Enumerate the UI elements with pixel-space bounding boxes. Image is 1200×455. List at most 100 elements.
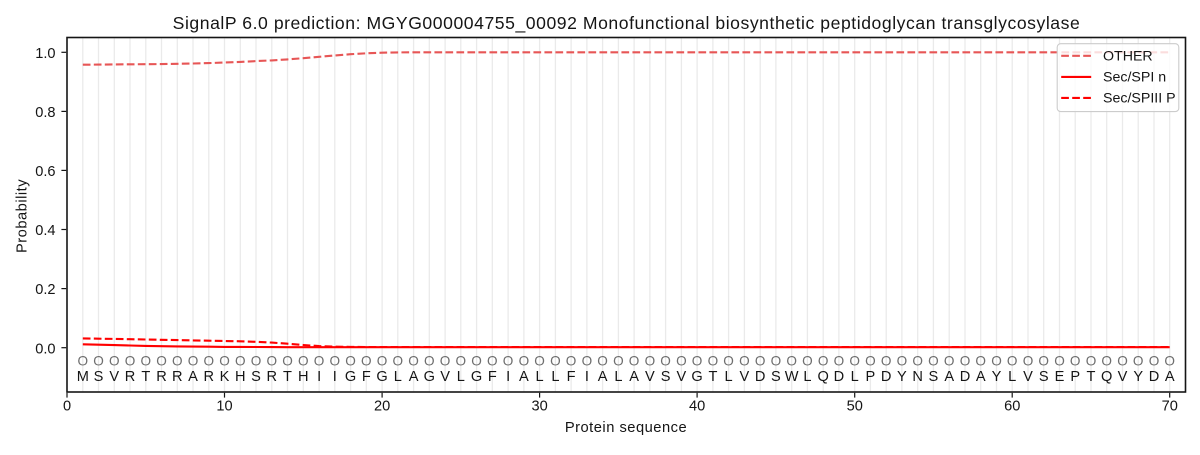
svg-text:F: F [488,369,497,385]
svg-text:O: O [597,354,608,369]
svg-text:O: O [676,354,687,369]
svg-text:A: A [519,369,529,385]
svg-text:0.2: 0.2 [35,282,55,298]
svg-text:0.6: 0.6 [35,164,55,180]
svg-text:D: D [960,369,971,385]
svg-text:O: O [93,354,104,369]
svg-text:G: G [471,369,482,385]
svg-text:O: O [361,354,372,369]
svg-text:O: O [786,354,797,369]
svg-text:O: O [1133,354,1144,369]
svg-text:O: O [204,354,215,369]
svg-text:0.0: 0.0 [35,341,55,357]
svg-text:O: O [251,354,262,369]
svg-text:Q: Q [818,369,829,385]
svg-text:Y: Y [1133,369,1143,385]
svg-text:O: O [125,354,136,369]
svg-text:O: O [314,354,325,369]
svg-text:O: O [298,354,309,369]
svg-text:R: R [267,369,278,385]
svg-text:N: N [912,369,923,385]
svg-text:OTHER: OTHER [1103,49,1153,65]
svg-text:O: O [188,354,199,369]
svg-text:S: S [94,369,104,385]
svg-text:A: A [598,369,608,385]
svg-text:O: O [944,354,955,369]
svg-text:D: D [881,369,892,385]
svg-text:I: I [333,369,337,385]
svg-text:L: L [457,369,465,385]
svg-text:A: A [976,369,986,385]
svg-text:O: O [408,354,419,369]
svg-text:S: S [1039,369,1049,385]
svg-text:O: O [487,354,498,369]
svg-text:D: D [1149,369,1160,385]
svg-text:O: O [141,354,152,369]
svg-text:Sec/SPI n: Sec/SPI n [1103,70,1166,86]
svg-text:O: O [613,354,624,369]
svg-text:O: O [1117,354,1128,369]
svg-text:L: L [394,369,402,385]
svg-text:0.8: 0.8 [35,105,55,121]
svg-text:T: T [708,369,717,385]
svg-text:O: O [771,354,782,369]
svg-text:L: L [1008,369,1016,385]
svg-text:Sec/SPIII P: Sec/SPIII P [1103,91,1176,107]
svg-text:O: O [235,354,246,369]
svg-text:V: V [1118,369,1128,385]
svg-text:50: 50 [847,398,863,414]
svg-text:O: O [582,354,593,369]
svg-text:O: O [1038,354,1049,369]
svg-text:V: V [740,369,750,385]
svg-text:I: I [506,369,510,385]
svg-text:O: O [566,354,577,369]
svg-text:O: O [660,354,671,369]
svg-text:O: O [172,354,183,369]
svg-text:D: D [755,369,766,385]
svg-text:O: O [928,354,939,369]
svg-text:D: D [834,369,845,385]
svg-text:O: O [550,354,561,369]
svg-text:L: L [614,369,622,385]
svg-text:O: O [456,354,467,369]
svg-text:O: O [1023,354,1034,369]
svg-text:V: V [440,369,450,385]
svg-text:L: L [551,369,559,385]
svg-text:A: A [188,369,198,385]
svg-text:40: 40 [689,398,705,414]
svg-text:0.4: 0.4 [35,223,55,239]
svg-text:O: O [912,354,923,369]
svg-text:O: O [865,354,876,369]
svg-text:O: O [975,354,986,369]
svg-text:P: P [866,369,876,385]
svg-text:20: 20 [374,398,390,414]
svg-text:O: O [440,354,451,369]
svg-text:H: H [235,369,246,385]
svg-text:W: W [785,369,799,385]
svg-text:V: V [677,369,687,385]
svg-text:10: 10 [216,398,232,414]
svg-text:O: O [818,354,829,369]
svg-text:O: O [1007,354,1018,369]
svg-text:O: O [424,354,435,369]
svg-text:Probability: Probability [15,179,31,253]
svg-text:G: G [691,369,702,385]
svg-text:O: O [881,354,892,369]
svg-text:R: R [125,369,136,385]
svg-text:O: O [393,354,404,369]
svg-text:T: T [283,369,292,385]
svg-text:F: F [567,369,576,385]
svg-text:T: T [1087,369,1096,385]
svg-text:G: G [376,369,387,385]
svg-text:70: 70 [1162,398,1178,414]
svg-text:O: O [897,354,908,369]
svg-text:O: O [849,354,860,369]
svg-text:O: O [1086,354,1097,369]
svg-text:R: R [156,369,167,385]
svg-text:O: O [802,354,813,369]
svg-text:O: O [345,354,356,369]
svg-text:O: O [156,354,167,369]
svg-text:O: O [1054,354,1065,369]
svg-text:L: L [851,369,859,385]
svg-text:O: O [471,354,482,369]
